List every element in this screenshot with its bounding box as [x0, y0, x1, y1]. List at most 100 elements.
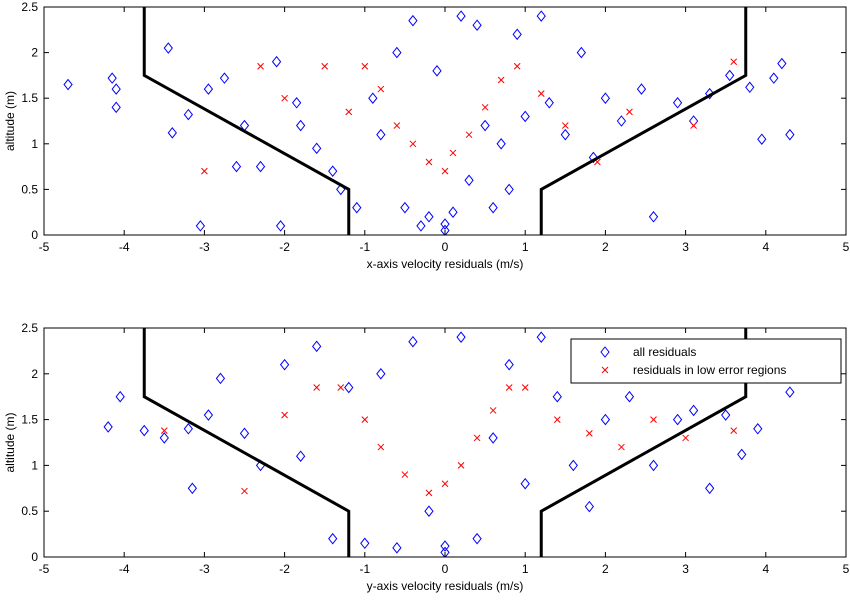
diamond-marker: [167, 127, 177, 139]
diamond-marker: [616, 115, 627, 127]
diamond-marker: [183, 422, 194, 435]
diamond-marker: [688, 115, 699, 127]
diamond-marker: [376, 128, 386, 141]
diamond-marker: [488, 201, 498, 214]
diamond-marker: [472, 532, 482, 545]
diamond-marker: [456, 10, 466, 22]
x-marker: [425, 489, 433, 497]
x-marker: [345, 108, 353, 116]
diamond-marker: [600, 413, 611, 426]
diamond-marker: [291, 96, 302, 109]
y-velocity-residuals-plot: -5 -4 -3 -2 -1 0 1 2 3 4 5 0 0.5 1 1.5 2 2.5 y-axis veloc…: [3, 321, 850, 593]
x-marker: [441, 167, 449, 175]
y-tick-label: 0: [31, 228, 38, 242]
diamond-marker: [672, 413, 683, 426]
diamond-marker: [255, 160, 266, 173]
diamond-marker: [376, 367, 386, 380]
diamond-marker: [392, 542, 402, 554]
diamond-marker: [103, 421, 113, 433]
x-marker: [561, 122, 569, 129]
x-tick-label: 0: [442, 562, 449, 576]
series-low-error-residuals: [160, 384, 738, 497]
diamond-marker: [344, 381, 354, 394]
diamond-marker: [352, 201, 362, 214]
y-tick-label: 2: [31, 367, 38, 381]
diamond-marker: [115, 390, 125, 403]
plot-area: [63, 7, 795, 235]
x-tick-label: -4: [119, 240, 130, 254]
x-marker: [241, 487, 248, 495]
diamond-marker: [480, 119, 490, 132]
diamond-marker: [424, 210, 434, 223]
diamond-marker: [440, 546, 450, 557]
boundary-right: [539, 7, 748, 235]
x-marker: [537, 90, 545, 97]
diamond-marker: [432, 65, 442, 77]
diamond-marker: [400, 201, 410, 214]
x-marker: [321, 62, 329, 70]
legend-label-low-error: residuals in low error regions: [633, 363, 786, 377]
diamond-marker: [552, 390, 562, 403]
diamond-marker: [107, 72, 117, 84]
x-tick-label: 4: [762, 562, 769, 576]
diamond-marker: [520, 110, 530, 123]
diamond-marker: [360, 537, 370, 550]
diamond-marker: [705, 87, 715, 100]
diamond-marker: [183, 108, 194, 121]
legend: all residuals residuals in low error regi…: [570, 338, 842, 384]
diamond-marker: [785, 386, 795, 398]
diamond-marker: [187, 482, 198, 495]
axes-box: [43, 6, 847, 236]
x-marker: [377, 443, 385, 451]
diamond-marker: [440, 224, 450, 235]
diamond-marker: [424, 505, 434, 518]
diamond-marker: [721, 409, 731, 421]
y-tick-label: 2.5: [21, 0, 38, 14]
y-tick-label: 1.5: [21, 91, 38, 105]
diamond-marker: [328, 165, 338, 177]
diamond-marker: [271, 55, 282, 68]
x-tick-label: -3: [199, 240, 210, 254]
diamond-marker: [600, 92, 611, 105]
diamond-marker: [195, 220, 206, 232]
x-marker: [361, 62, 369, 70]
y-axis-title: altitude (m): [3, 91, 17, 151]
diamond-marker: [785, 128, 795, 141]
diamond-marker: [111, 101, 121, 114]
diamond-marker: [769, 72, 779, 84]
x-marker: [457, 462, 465, 469]
diamond-marker: [753, 422, 763, 435]
diamond-marker: [368, 92, 378, 105]
diamond-marker: [416, 220, 426, 232]
diamond-marker: [725, 69, 735, 82]
x-marker: [393, 122, 401, 129]
x-tick-label: 3: [682, 562, 689, 576]
series-all-residuals: [63, 10, 795, 235]
x-marker: [586, 429, 593, 437]
x-marker: [553, 416, 561, 423]
diamond-marker: [312, 340, 322, 353]
y-tick-label: 0: [31, 550, 38, 564]
diamond-marker: [408, 335, 418, 348]
diamond-marker: [576, 46, 586, 59]
legend-box: [570, 338, 842, 384]
diamond-marker: [648, 210, 659, 223]
x-marker: [626, 108, 633, 116]
x-marker: [281, 411, 288, 419]
legend-label-all-residuals: all residuals: [633, 345, 696, 359]
diamond-marker: [328, 532, 338, 545]
x-marker: [441, 480, 449, 488]
y-tick-label: 1: [31, 458, 38, 472]
diamond-marker: [536, 10, 546, 22]
diamond-marker: [163, 42, 173, 54]
x-marker: [473, 434, 481, 442]
boundary-left: [142, 7, 351, 235]
x-marker: [682, 434, 689, 442]
x-marker: [650, 416, 657, 423]
x-tick-label: -2: [279, 240, 290, 254]
x-tick-label: -1: [359, 240, 370, 254]
diamond-marker: [440, 540, 450, 552]
diamond-marker: [536, 331, 546, 343]
x-tick-label: 5: [843, 562, 850, 576]
